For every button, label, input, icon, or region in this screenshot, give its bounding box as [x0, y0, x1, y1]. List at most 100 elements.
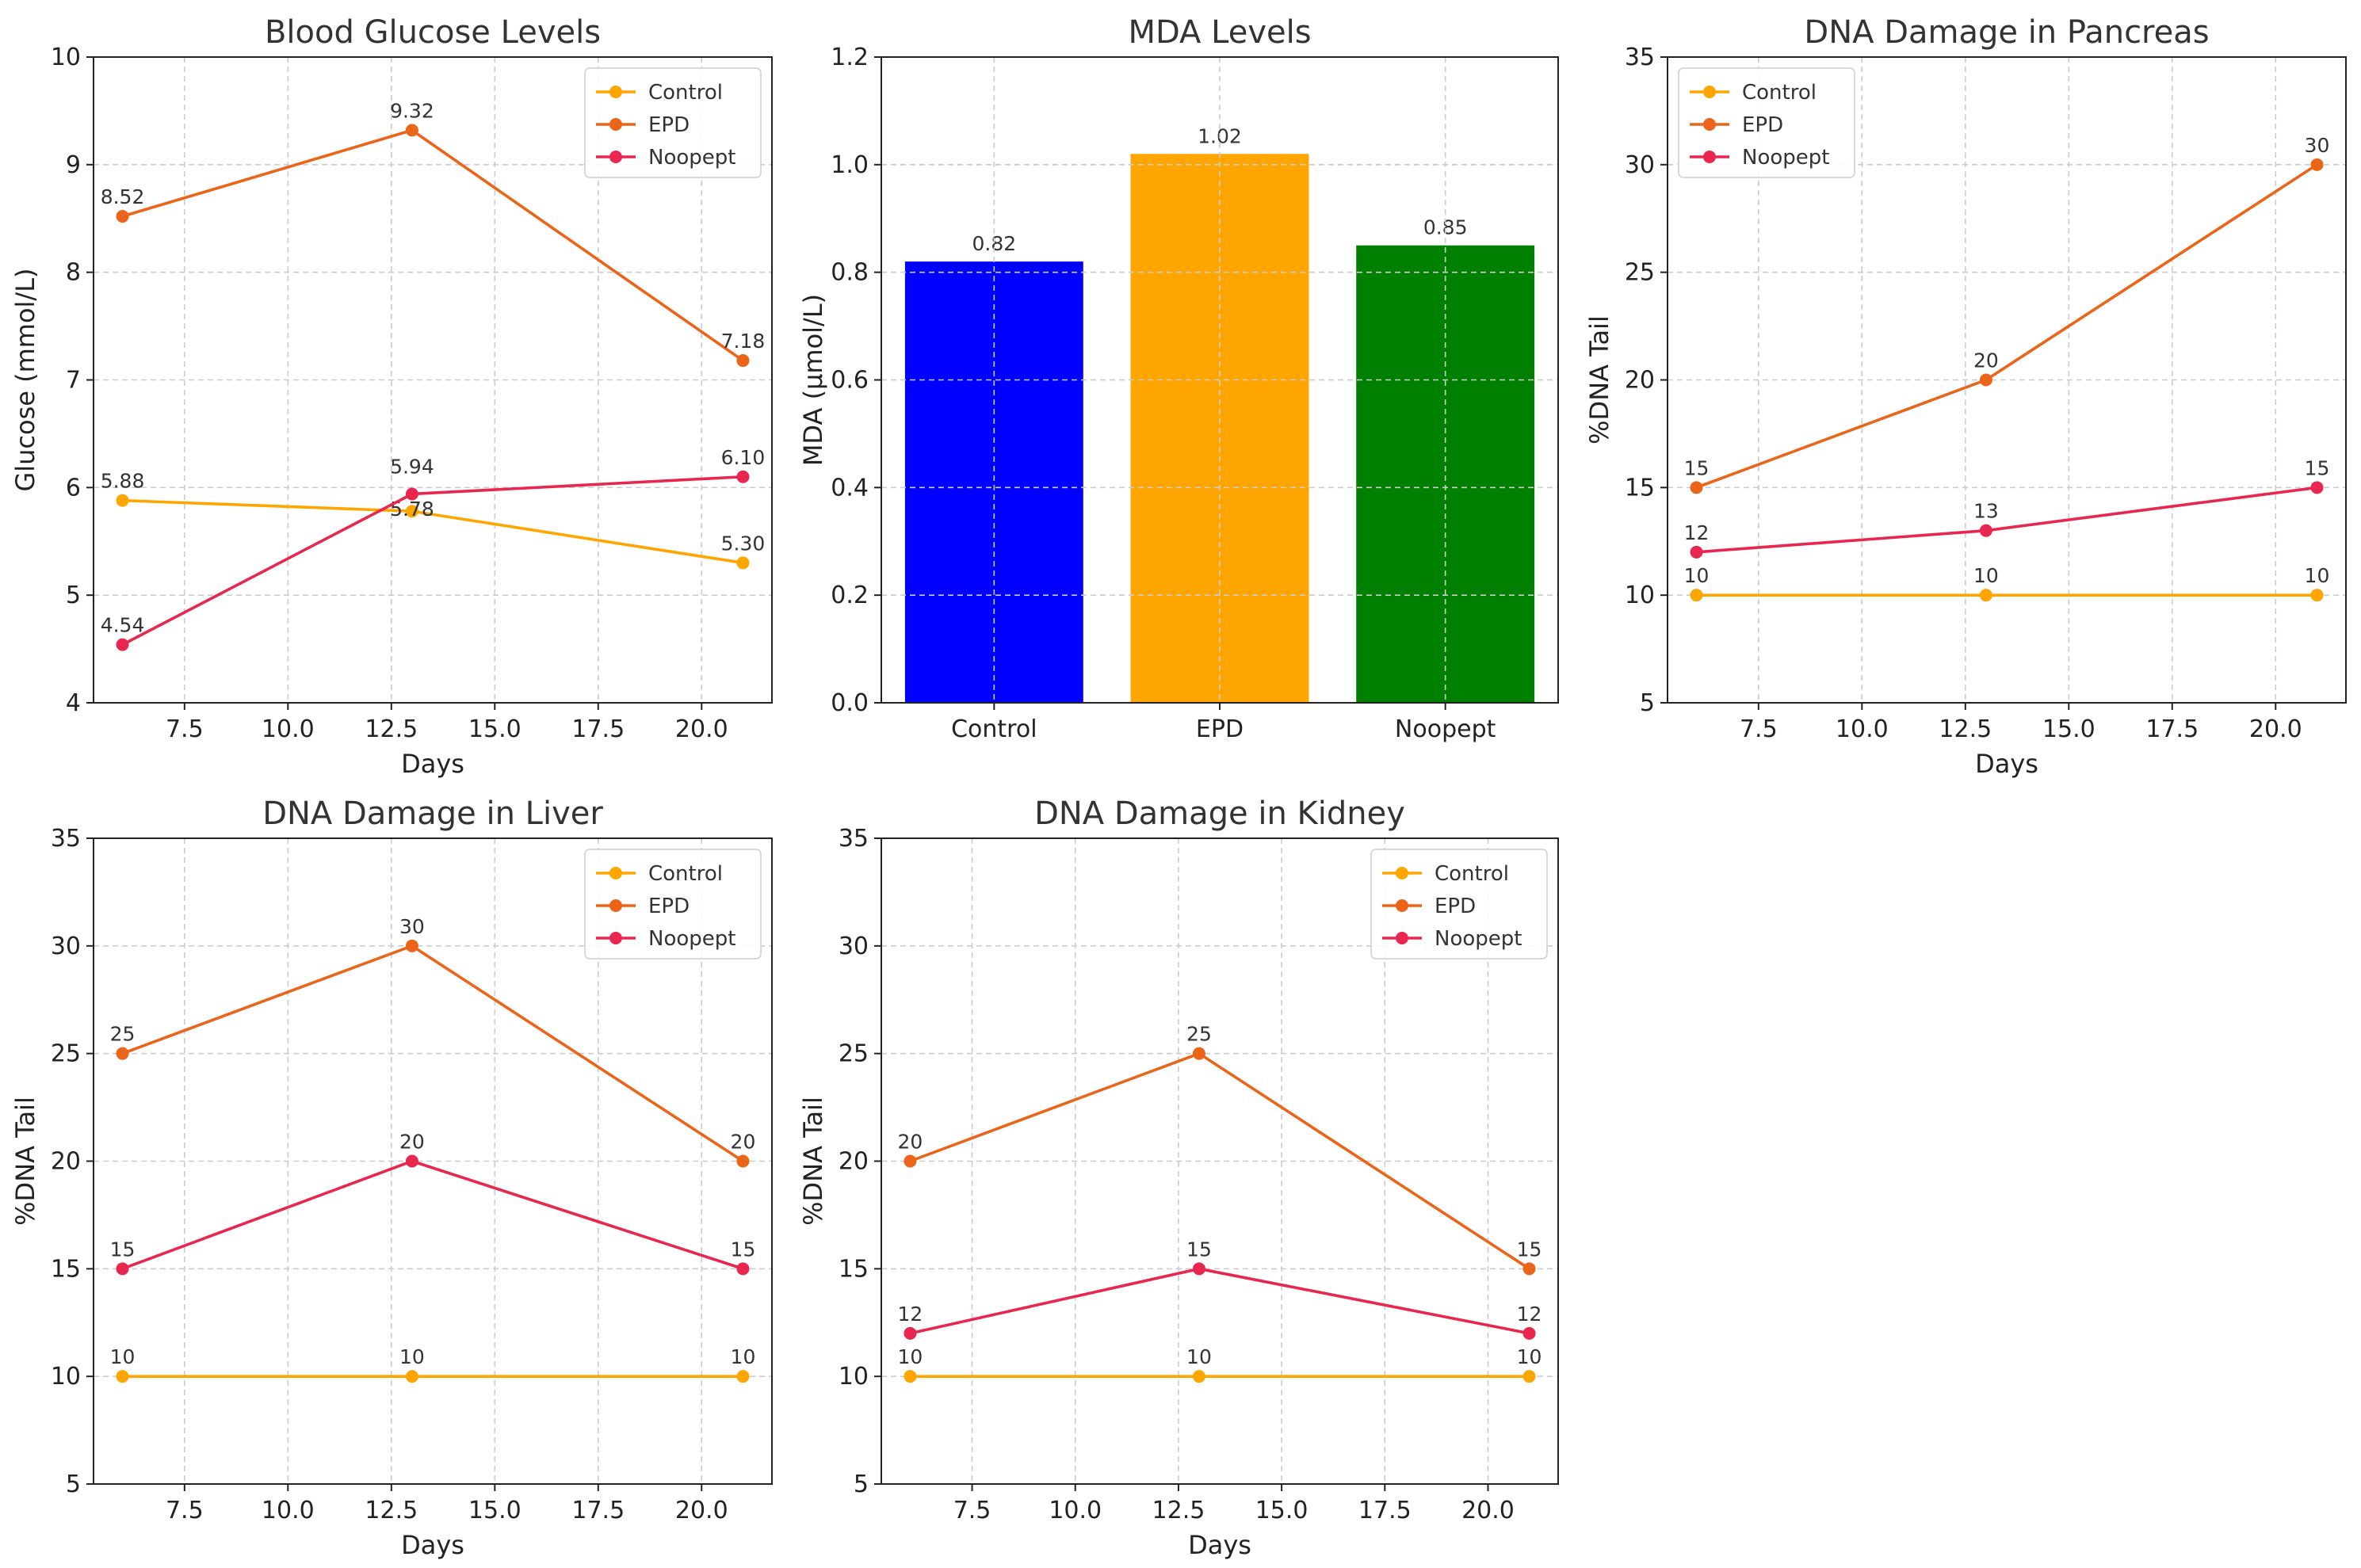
x-tick-label: 12.5: [365, 1497, 418, 1524]
x-tick-label: 20.0: [675, 1497, 728, 1524]
data-label: 20: [898, 1131, 923, 1154]
legend-swatch-marker: [1396, 899, 1408, 912]
legend-swatch-marker: [609, 932, 622, 944]
data-point: [116, 210, 129, 223]
y-tick-label: 10: [51, 1363, 81, 1391]
x-tick-label: 10.0: [1836, 715, 1889, 743]
data-label: 12: [1517, 1303, 1542, 1326]
y-tick-label: 10: [839, 1363, 869, 1391]
y-tick-label: 1.2: [831, 44, 869, 71]
data-label: 10: [1684, 564, 1710, 587]
y-tick-label: 20: [839, 1148, 869, 1176]
series-noopept: 12 15 12: [898, 1238, 1542, 1340]
data-point: [1979, 524, 1992, 537]
series-epd: 25 30 20: [110, 915, 755, 1168]
data-label: 7.18: [721, 330, 766, 353]
data-label: 10: [1517, 1345, 1542, 1368]
data-point: [736, 556, 750, 570]
data-point: [1522, 1370, 1536, 1383]
data-point: [405, 1154, 418, 1168]
series-noopept: 15 20 15: [110, 1131, 756, 1276]
y-tick-label: 0.0: [831, 689, 869, 717]
x-tick-label: Control: [951, 715, 1037, 743]
data-point: [116, 1047, 129, 1060]
y-axis-label: %DNA Tail: [798, 1097, 828, 1226]
x-tick-label: EPD: [1196, 715, 1244, 743]
data-point: [736, 1370, 750, 1383]
series-noopept: 4.54 5.94 6.10: [101, 446, 766, 651]
legend-entry: Control: [648, 862, 723, 886]
x-tick-label: 17.5: [2145, 715, 2199, 743]
chart-5: 5 10 15 20 25 30 35 7.5 10.0 12.5 15.0 17.5 20.0 DNA …: [798, 795, 1559, 1560]
data-label: 15: [731, 1238, 756, 1261]
legend-box: [1370, 849, 1548, 959]
data-point: [405, 124, 418, 137]
data-label: 10: [1186, 1345, 1212, 1368]
data-point: [904, 1154, 917, 1168]
legend-entry: Control: [1435, 862, 1509, 886]
y-tick-label: 10: [51, 44, 81, 71]
legend-entry: Noopept: [1742, 146, 1829, 170]
data-label: 10: [110, 1345, 136, 1368]
series-control: 10 10 10: [110, 1345, 755, 1383]
x-tick-label: 20.0: [2249, 715, 2302, 743]
x-tick-label: 15.0: [2042, 715, 2095, 743]
data-label: 30: [2305, 134, 2330, 157]
x-tick-label: 15.0: [468, 1497, 521, 1524]
data-point: [736, 470, 750, 483]
legend-swatch-marker: [1703, 86, 1716, 98]
data-point: [1979, 373, 1992, 387]
bar-noopept: [1356, 245, 1535, 703]
legend-entry: Control: [1742, 81, 1817, 105]
chart-1: 4 5 6 7 8 9 10 7.5 10.0 12.5 15.0 17.5 20.0 Blood Glu…: [10, 14, 773, 779]
y-tick-label: 5: [1640, 689, 1655, 717]
legend: Control EPD Noopept: [1370, 849, 1548, 959]
legend-swatch-marker: [1396, 867, 1408, 879]
legend-box: [584, 67, 762, 178]
x-tick-label: 12.5: [1152, 1497, 1205, 1524]
data-point: [2310, 481, 2324, 494]
legend-swatch-marker: [609, 867, 622, 879]
data-label: 30: [399, 915, 425, 938]
x-axis-label: Days: [401, 1530, 464, 1560]
data-label: 6.10: [721, 446, 766, 469]
x-tick-label: 10.0: [262, 1497, 315, 1524]
y-tick-label: 15: [1625, 474, 1655, 502]
data-label: 10: [399, 1345, 425, 1368]
legend-swatch-marker: [609, 118, 622, 131]
legend-swatch-marker: [1703, 151, 1716, 163]
data-label: 15: [2305, 456, 2330, 479]
data-point: [116, 638, 129, 651]
y-tick-label: 25: [51, 1040, 81, 1068]
data-label: 13: [1973, 500, 1999, 523]
legend-swatch-marker: [609, 86, 622, 98]
data-point: [405, 939, 418, 952]
x-axis-label: Days: [1975, 749, 2038, 779]
x-tick-label: 15.0: [468, 715, 521, 743]
x-tick-label: Noopept: [1395, 715, 1496, 743]
data-label: 12: [1684, 521, 1710, 544]
y-axis-label: Glucose (mmol/L): [10, 268, 40, 491]
data-point: [1979, 589, 1992, 602]
x-tick-label: 12.5: [365, 715, 418, 743]
series-epd: 8.52 9.32 7.18: [101, 99, 766, 368]
y-tick-label: 0.6: [831, 367, 869, 395]
y-tick-label: 10: [1625, 582, 1655, 609]
y-tick-label: 15: [51, 1255, 81, 1283]
series-control: 5.885.785.30: [101, 470, 765, 570]
data-point: [116, 494, 129, 507]
chart-2: 0.82Control1.02EPD0.85Noopept0.00.20.40.…: [798, 14, 1559, 743]
legend: Control EPD Noopept: [1678, 67, 1855, 178]
data-point: [2310, 158, 2324, 171]
y-tick-label: 5: [66, 1471, 81, 1498]
data-label: 10: [2305, 564, 2330, 587]
y-tick-label: 7: [66, 367, 81, 395]
series-line: [121, 1159, 744, 1271]
data-point: [1690, 481, 1703, 494]
series-line: [1695, 163, 2318, 490]
series-epd: 15 20 30: [1684, 134, 2330, 494]
data-point: [1522, 1326, 1536, 1340]
y-tick-label: 30: [1625, 151, 1655, 179]
x-axis-label: Days: [401, 749, 464, 779]
